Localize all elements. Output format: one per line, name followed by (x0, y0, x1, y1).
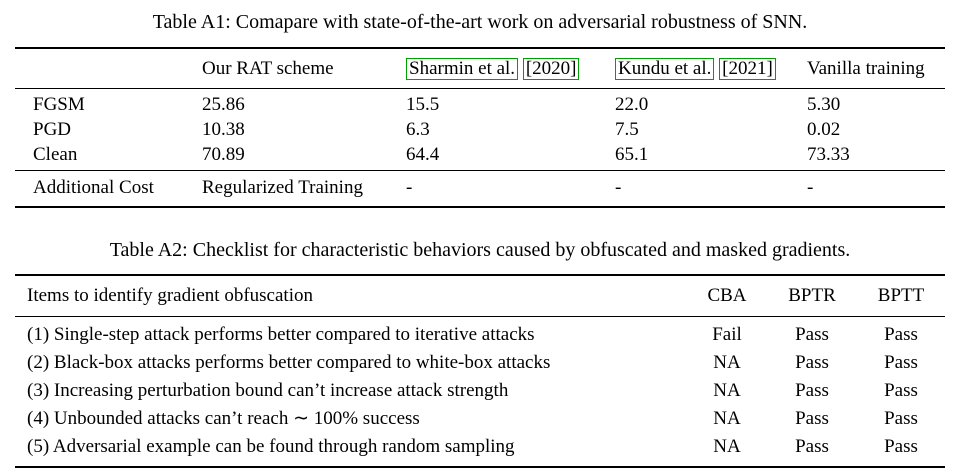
table-cell: NA (713, 408, 741, 429)
table-a2-row-3: (3) Increasing perturbation bound can’t … (15, 377, 945, 405)
table-a2-row-2: (2) Black-box attacks performs better co… (15, 349, 945, 377)
table-cell: - (615, 177, 622, 198)
table-a1: Our RAT scheme Sharmin et al. [2020] Kun… (15, 47, 945, 208)
table-a1-header-kundu: Kundu et al. [2021] (613, 48, 805, 89)
table-a2: Items to identify gradient obfuscation C… (15, 274, 945, 468)
citation-link-sharmin-year[interactable]: [2020] (522, 58, 580, 80)
checklist-item: (1) Single-step attack performs better c… (27, 324, 535, 345)
table-cell: 22.0 (615, 94, 649, 115)
table-cell: Pass (884, 352, 918, 373)
checklist-item: (3) Increasing perturbation bound can’t … (27, 380, 509, 401)
table-cell: 5.30 (807, 94, 841, 115)
table-cell: Fail (712, 324, 742, 345)
table-cell: Regularized Training (202, 177, 363, 198)
table-cell: 15.5 (406, 94, 440, 115)
table-cell: 6.3 (406, 119, 430, 140)
checklist-item: (5) Adversarial example can be found thr… (27, 436, 515, 457)
table-cell: NA (713, 380, 741, 401)
table-a2-header-bptt: BPTT (877, 285, 925, 306)
table-cell: Pass (884, 380, 918, 401)
table-a2-caption: Table A2: Checklist for characteristic b… (109, 239, 851, 261)
table-cell: Pass (795, 324, 829, 345)
table-cell: Pass (884, 324, 918, 345)
table-cell: 65.1 (615, 144, 649, 165)
table-a1-caption: Table A1: Comapare with state-of-the-art… (152, 11, 808, 33)
table-cell: 73.33 (807, 144, 850, 165)
row-label-clean: Clean (33, 144, 78, 165)
row-label-fgsm: FGSM (33, 94, 85, 115)
citation-link-kundu-year[interactable]: [2021] (719, 58, 776, 80)
table-cell: Pass (884, 408, 918, 429)
table-a1-header-row: Our RAT scheme Sharmin et al. [2020] Kun… (15, 48, 945, 89)
table-a2-row-4: (4) Unbounded attacks can’t reach ∼ 100%… (15, 405, 945, 433)
citation-link-kundu[interactable]: Kundu et al. (615, 58, 715, 80)
citation-link-sharmin[interactable]: Sharmin et al. (406, 58, 519, 80)
table-cell: 25.86 (202, 94, 245, 115)
table-a1-header-vanilla: Vanilla training (807, 58, 925, 79)
table-a1-header-ours: Our RAT scheme (202, 58, 334, 79)
table-a1-row-clean: Clean 70.89 64.4 65.1 73.33 (15, 142, 945, 171)
table-cell: Pass (795, 436, 829, 457)
table-cell: Pass (884, 436, 918, 457)
table-cell: Pass (795, 352, 829, 373)
table-cell: 10.38 (202, 119, 245, 140)
table-cell: 64.4 (406, 144, 440, 165)
table-a2-header-row: Items to identify gradient obfuscation C… (15, 275, 945, 317)
table-cell: 70.89 (202, 144, 245, 165)
table-cell: 7.5 (615, 119, 639, 140)
row-label-pgd: PGD (33, 119, 72, 140)
table-cell: - (807, 177, 814, 198)
table-a2-row-5: (5) Adversarial example can be found thr… (15, 433, 945, 467)
table-a1-row-fgsm: FGSM 25.86 15.5 22.0 5.30 (15, 89, 945, 118)
table-a2-header-cba: CBA (707, 285, 747, 306)
table-cell: NA (713, 352, 741, 373)
table-cell: Pass (795, 380, 829, 401)
table-a1-header-empty (15, 48, 200, 89)
table-cell: - (406, 177, 413, 198)
table-cell: 0.02 (807, 119, 841, 140)
table-a1-row-additional-cost: Additional Cost Regularized Training - -… (15, 171, 945, 207)
table-a1-header-sharmin: Sharmin et al. [2020] (404, 48, 613, 89)
table-cell: NA (713, 436, 741, 457)
table-a2-header-items: Items to identify gradient obfuscation (27, 285, 313, 306)
table-a2-row-1: (1) Single-step attack performs better c… (15, 317, 945, 350)
table-a2-header-bptr: BPTR (788, 285, 836, 306)
table-cell: Pass (795, 408, 829, 429)
checklist-item: (2) Black-box attacks performs better co… (27, 352, 551, 373)
row-label-additional-cost: Additional Cost (33, 177, 154, 198)
checklist-item: (4) Unbounded attacks can’t reach ∼ 100%… (27, 408, 420, 429)
table-a1-row-pgd: PGD 10.38 6.3 7.5 0.02 (15, 117, 945, 142)
